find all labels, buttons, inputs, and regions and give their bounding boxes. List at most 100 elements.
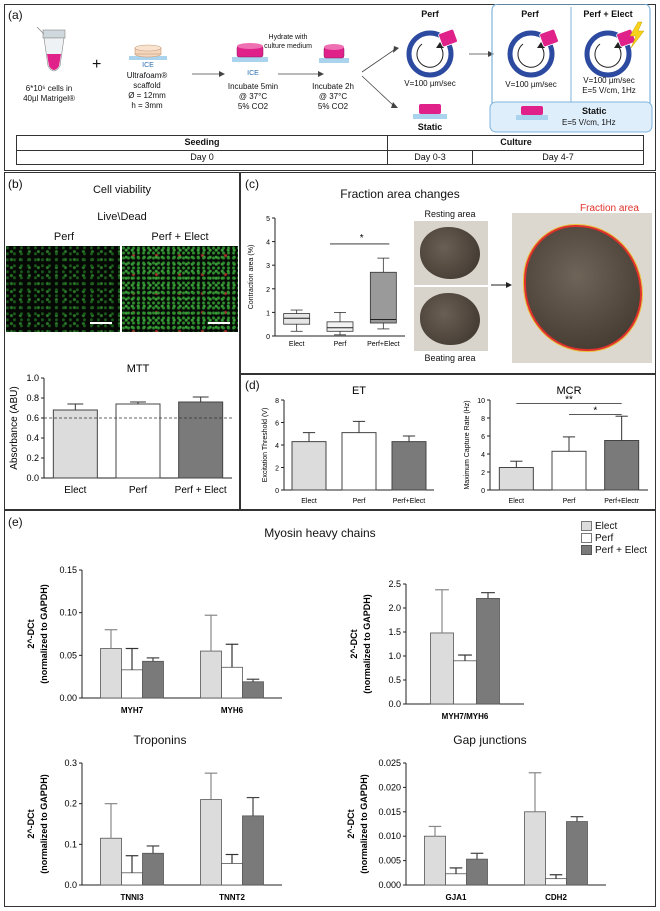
cells-label: 6*10⁶ cells in 40µl Matrigel® xyxy=(14,84,84,104)
y-tick-label: 1.5 xyxy=(388,627,401,637)
y-tick-label: 0.0 xyxy=(64,880,77,890)
bar xyxy=(200,799,222,886)
x-tick-label: Perf xyxy=(563,498,576,505)
scaffold-line: h = 3mm xyxy=(131,101,163,110)
y-tick-label: 8 xyxy=(481,416,485,423)
bar xyxy=(424,835,446,886)
matrigel-text: 40µl Matrigel® xyxy=(23,94,75,103)
x-tick-label: Perf xyxy=(334,341,347,348)
y-tick-label: 0 xyxy=(275,488,279,495)
image-label-perfelect: Perf + Elect xyxy=(151,231,209,243)
chart-title: MTT xyxy=(127,363,150,375)
x-tick-label: Perf+Electr xyxy=(604,498,639,505)
y-tick-label: 0.005 xyxy=(378,856,401,866)
bar xyxy=(604,440,640,491)
y-axis-label: 2^-DCt xyxy=(349,629,359,658)
y-tick-label: 5 xyxy=(266,216,270,223)
bar xyxy=(242,681,264,699)
legend-swatch xyxy=(581,533,592,543)
x-tick-label: Perf xyxy=(129,485,148,496)
static-dish-icon xyxy=(413,104,447,119)
ice-label-2: ICE xyxy=(247,70,259,77)
static2-params: E=5 V/cm, 1Hz xyxy=(562,118,616,127)
panel-e-title: Myosin heavy chains xyxy=(264,526,376,540)
bar xyxy=(100,648,122,699)
box xyxy=(283,313,311,325)
perf2-velocity: V=100 µm/sec xyxy=(505,80,557,89)
legend-swatch xyxy=(581,521,592,531)
y-tick-label: 1.0 xyxy=(26,373,39,383)
bar xyxy=(100,837,122,886)
y-tick-label: 3 xyxy=(266,263,270,270)
bar xyxy=(142,660,164,699)
legend-label: Perf + Elect xyxy=(595,544,647,556)
timeline-seeding: Seeding xyxy=(184,137,220,147)
box xyxy=(369,271,397,324)
y-axis-label: (normalized to GAPDH) xyxy=(39,774,49,874)
tube-icon xyxy=(36,26,66,72)
y-axis-label: Excitation Threshold (V) xyxy=(262,408,269,483)
x-tick-label: Perf + Elect xyxy=(175,485,227,496)
y-tick-label: 2 xyxy=(275,466,279,473)
ice-label-1: ICE xyxy=(142,62,154,69)
y-tick-label: 1 xyxy=(266,310,270,317)
y-tick-label: 6 xyxy=(275,421,279,428)
x-tick-label: Elect xyxy=(509,498,525,505)
chart-title: MCR xyxy=(556,385,581,397)
x-tick-label: TNNI3 xyxy=(120,893,144,902)
legend-item: Elect xyxy=(581,520,655,532)
y-axis-label: 2^-DCt xyxy=(26,809,36,838)
y-axis-label: (normalized to GAPDH) xyxy=(362,594,372,694)
y-axis-label: Maximum Capture Rate (Hz) xyxy=(464,400,471,489)
hydrate-label: Hydrate with culture medium xyxy=(248,33,328,51)
incubate1-line: @ 37°C xyxy=(238,92,268,101)
bar xyxy=(476,597,500,705)
y-tick-label: 0.3 xyxy=(64,758,77,768)
mcr-chart: 0 2 4 6 8 10 Maximum Capture Rate (Hz) MCR Elect… xyxy=(464,385,648,505)
x-tick-label: MYH6 xyxy=(221,706,244,715)
y-tick-label: 0.020 xyxy=(378,782,401,792)
y-tick-label: 0.8 xyxy=(26,393,39,403)
x-tick-label: Elect xyxy=(64,485,86,496)
y-axis-label: (normalized to GAPDH) xyxy=(39,584,49,684)
y-tick-label: 0.00 xyxy=(59,693,77,703)
y-tick-label: 0.015 xyxy=(378,807,401,817)
hydrate-line: culture medium xyxy=(264,43,312,50)
y-axis-label: (normalized to GAPDH) xyxy=(359,774,369,874)
incubate-icon xyxy=(319,44,349,63)
timeline-culture: Culture xyxy=(500,137,532,147)
fraction-label: Fraction area xyxy=(580,203,639,214)
y-tick-label: 2 xyxy=(266,287,270,294)
plus-sign: + xyxy=(92,56,102,73)
y-tick-label: 0.4 xyxy=(26,433,39,443)
x-tick-label: MYH7/MYH6 xyxy=(442,712,489,721)
x-tick-label: Perf+Elect xyxy=(367,341,400,348)
x-tick-label: Elect xyxy=(301,498,317,505)
y-tick-label: 2.5 xyxy=(388,580,401,589)
timeline-day0: Day 0 xyxy=(190,152,214,162)
resting-image xyxy=(414,221,488,285)
legend-label: Perf xyxy=(595,532,614,544)
y-axis-label: Absorbance (ABU) xyxy=(9,386,20,469)
bar xyxy=(178,401,224,479)
y-tick-label: 0.2 xyxy=(64,799,77,809)
bar xyxy=(498,467,534,491)
incubate2-label: Incubate 2h @ 37°C 5% CO2 xyxy=(297,82,369,112)
chart-title: ET xyxy=(352,385,366,397)
y-tick-label: 6 xyxy=(481,434,485,441)
timeline-table: Seeding Culture Day 0 Day 0-3 Day 4-7 xyxy=(16,135,644,165)
bar xyxy=(52,409,98,479)
myh-ratio-chart: 0.0 0.5 1.0 1.5 2.0 2.5 2^-DCt (normalized to G… xyxy=(349,580,524,721)
x-tick-label: CDH2 xyxy=(545,893,567,902)
bar xyxy=(291,441,327,491)
perfusion-ring-icon xyxy=(584,28,636,78)
perf2-title: Perf xyxy=(521,9,539,19)
gap-junctions-title: Gap junctions xyxy=(453,733,527,747)
panel-c-label: (c) xyxy=(245,177,259,191)
y-tick-label: 0.1 xyxy=(64,839,77,849)
mtt-chart: 0.0 0.2 0.4 0.6 0.8 1.0 Absorbance (ABU) MTT Ele… xyxy=(9,363,232,496)
x-tick-label: Elect xyxy=(289,341,305,348)
legend: Elect Perf Perf + Elect xyxy=(581,520,655,556)
incubate-icon xyxy=(232,43,268,62)
timeline-day47: Day 4-7 xyxy=(542,152,574,162)
